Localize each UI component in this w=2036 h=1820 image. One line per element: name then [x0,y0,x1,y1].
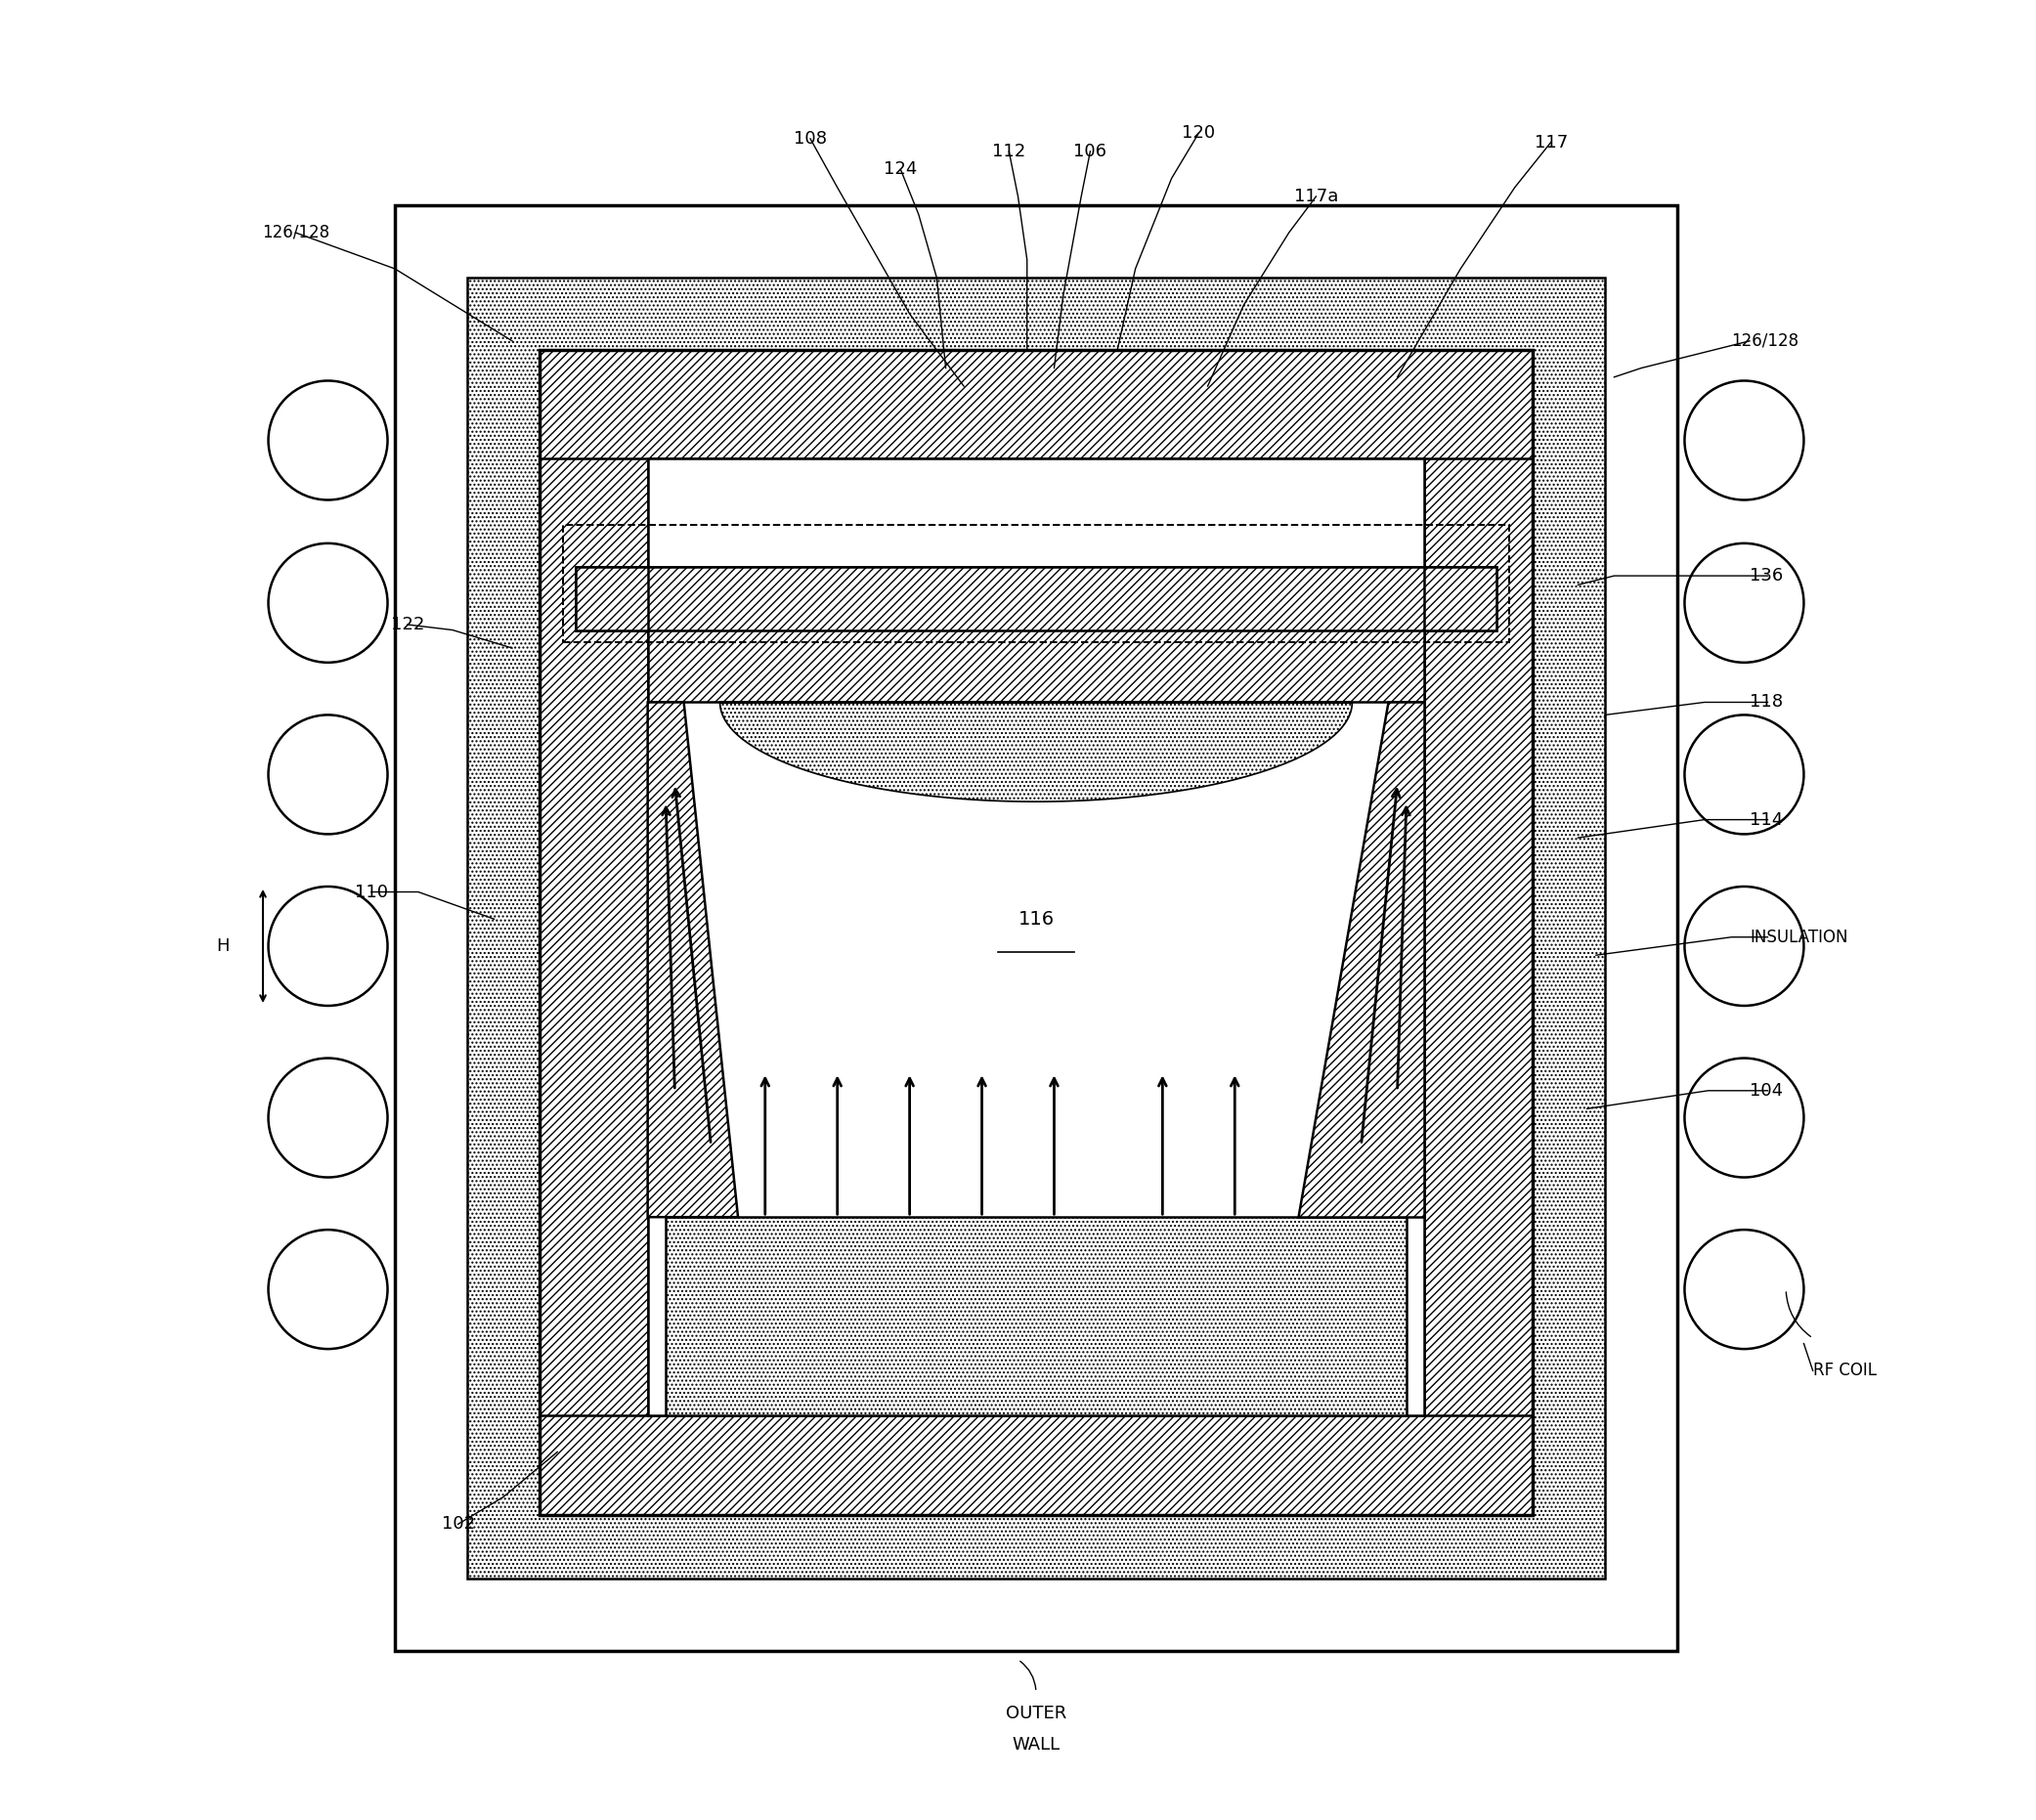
Polygon shape [540,1416,1533,1516]
Bar [540,349,1533,1516]
Text: 126/128: 126/128 [1731,333,1800,349]
Bar [576,566,1496,630]
Polygon shape [540,349,647,1516]
Text: 117: 117 [1535,133,1568,151]
Polygon shape [647,703,737,1218]
Text: 108: 108 [794,129,827,147]
Bar [666,1218,1407,1416]
Polygon shape [1299,703,1425,1218]
Bar [395,206,1678,1651]
Text: RF COIL: RF COIL [1812,1361,1877,1380]
Text: 136: 136 [1749,568,1784,584]
Bar [647,459,1425,1416]
Bar [1425,566,1496,630]
Text: 124: 124 [884,160,918,178]
Text: 104: 104 [1749,1081,1784,1099]
Bar [576,566,647,630]
Bar [466,278,1604,1578]
Text: 120: 120 [1183,124,1215,142]
Text: 102: 102 [442,1516,474,1532]
Bar [562,526,1509,642]
Text: 112: 112 [992,142,1026,160]
Polygon shape [1425,349,1533,1516]
Text: 114: 114 [1749,812,1784,828]
Text: INSULATION: INSULATION [1749,928,1849,946]
Text: 106: 106 [1073,142,1108,160]
Polygon shape [721,703,1352,801]
Text: OUTER: OUTER [1006,1705,1067,1724]
Text: 126/128: 126/128 [263,224,330,242]
Text: 110: 110 [354,883,389,901]
Text: H: H [216,937,230,956]
Text: 117a: 117a [1295,187,1338,206]
Polygon shape [540,349,1533,459]
Text: 116: 116 [1018,910,1055,928]
Text: 122: 122 [391,615,423,633]
Text: WALL: WALL [1012,1736,1061,1753]
Bar [647,566,1425,703]
Text: 118: 118 [1749,693,1784,712]
